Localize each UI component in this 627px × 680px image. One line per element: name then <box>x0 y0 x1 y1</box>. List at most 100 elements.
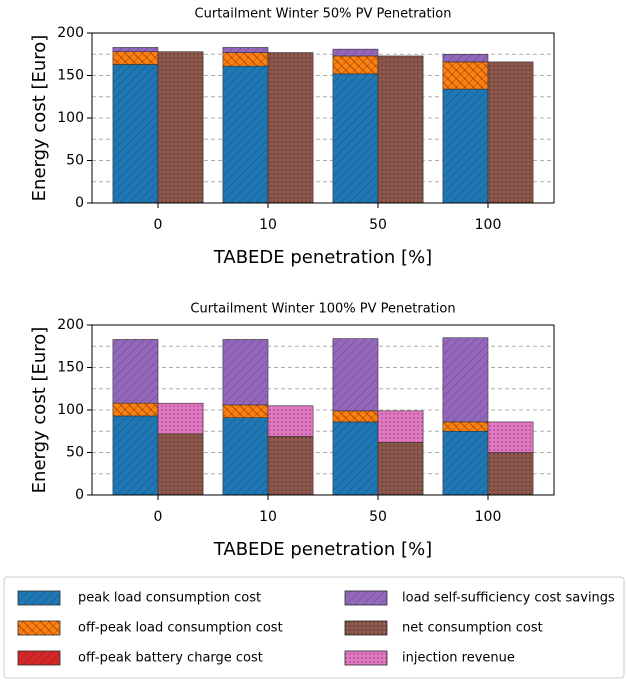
bar-segment <box>157 51 204 204</box>
bar-segment <box>442 61 489 90</box>
bar-fill <box>332 421 379 496</box>
bar-segment <box>222 339 269 406</box>
x-tick-label: 10 <box>259 217 277 233</box>
bar-fill <box>222 404 269 418</box>
plot-frame <box>91 32 555 204</box>
bar-segment <box>332 55 379 75</box>
swatch-fill <box>17 650 61 666</box>
bar-fill <box>442 421 489 432</box>
y-tick-label: 200 <box>57 317 84 333</box>
bar-fill <box>112 402 159 417</box>
bar-fill <box>487 61 534 204</box>
bar-fill <box>442 88 489 204</box>
bar-fill <box>157 51 204 204</box>
bar-segment <box>267 436 314 496</box>
bar-fill <box>442 61 489 90</box>
bar-fill <box>222 417 269 496</box>
bar-segment <box>332 410 379 423</box>
x-tick-label: 50 <box>369 217 387 233</box>
bar-fill <box>332 73 379 204</box>
bar-fill <box>112 51 159 65</box>
bar-segment <box>157 402 204 435</box>
y-axis-label: Energy cost [Euro] <box>29 35 50 202</box>
bar-fill <box>442 53 489 63</box>
bar-fill <box>222 52 269 67</box>
chart-title: Curtailment Winter 100% PV Penetration <box>190 302 455 317</box>
bar-segment <box>267 52 314 204</box>
bar-segment <box>222 417 269 496</box>
bar-fill <box>377 410 424 443</box>
x-tick-label: 100 <box>475 509 502 525</box>
bar-segment <box>222 404 269 418</box>
x-axis-label: TABEDE penetration [%] <box>213 539 432 560</box>
legend-label: peak load consumption cost <box>78 591 261 606</box>
bar-segment <box>332 48 379 57</box>
bar-segment <box>487 452 534 496</box>
legend-swatch <box>344 620 388 636</box>
bar-segment <box>442 430 489 496</box>
bar-segment <box>267 405 314 437</box>
bar-segment <box>112 51 159 65</box>
bar-segment <box>112 415 159 496</box>
bar-fill <box>157 402 204 435</box>
bar-fill <box>487 452 534 496</box>
bar-fill <box>442 337 489 423</box>
legend-swatch <box>344 650 388 666</box>
bar-segment <box>442 88 489 204</box>
y-tick-label: 50 <box>66 445 84 461</box>
bar-segment <box>332 421 379 496</box>
bar-fill <box>157 433 204 496</box>
legend-frame <box>3 576 625 679</box>
bar-fill <box>442 430 489 496</box>
bar-fill <box>377 55 424 204</box>
legend-label: off-peak battery charge cost <box>78 651 263 666</box>
chart-title: Curtailment Winter 50% PV Penetration <box>195 7 452 22</box>
bar-segment <box>487 421 534 453</box>
x-tick-label: 50 <box>369 509 387 525</box>
bar-fill <box>112 47 159 53</box>
legend-swatch <box>17 620 61 636</box>
bar-fill <box>332 55 379 75</box>
swatch-fill <box>17 590 61 606</box>
y-axis-label: Energy cost [Euro] <box>29 327 50 494</box>
bar-segment <box>442 421 489 432</box>
bar-fill <box>222 65 269 204</box>
bar-segment <box>377 55 424 204</box>
bar-segment <box>332 338 379 412</box>
swatch-fill <box>344 590 388 606</box>
bar-segment <box>377 410 424 443</box>
y-tick-label: 0 <box>75 195 84 211</box>
swatch-fill <box>344 620 388 636</box>
bar-segment <box>442 337 489 423</box>
legend-label: load self-sufficiency cost savings <box>402 591 615 606</box>
bar-fill <box>332 48 379 57</box>
legend-swatch <box>17 650 61 666</box>
bar-segment <box>112 339 159 404</box>
bar-fill <box>222 47 269 53</box>
y-tick-label: 100 <box>57 110 84 126</box>
legend-label: net consumption cost <box>402 621 543 636</box>
y-tick-label: 150 <box>57 68 84 84</box>
bar-segment <box>377 441 424 496</box>
bar-fill <box>222 339 269 406</box>
bar-segment <box>112 47 159 53</box>
bar-fill <box>267 436 314 496</box>
bar-segment <box>442 53 489 63</box>
bar-segment <box>222 65 269 204</box>
bar-segment <box>112 402 159 417</box>
y-tick-label: 0 <box>75 487 84 503</box>
legend-label: off-peak load consumption cost <box>78 621 283 636</box>
bar-segment <box>487 61 534 204</box>
x-axis-label: TABEDE penetration [%] <box>213 247 432 268</box>
bar-segment <box>112 64 159 204</box>
bar-fill <box>112 339 159 404</box>
bar-fill <box>487 421 534 453</box>
bar-fill <box>112 415 159 496</box>
x-tick-label: 10 <box>259 509 277 525</box>
bar-segment <box>157 433 204 496</box>
legend-label: injection revenue <box>402 651 515 666</box>
x-tick-label: 100 <box>475 217 502 233</box>
bar-fill <box>267 405 314 437</box>
y-tick-label: 200 <box>57 25 84 41</box>
